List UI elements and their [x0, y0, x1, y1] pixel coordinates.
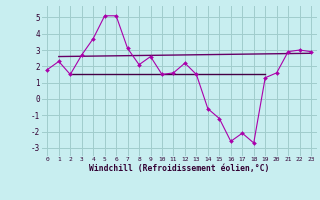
X-axis label: Windchill (Refroidissement éolien,°C): Windchill (Refroidissement éolien,°C) [89, 164, 269, 173]
